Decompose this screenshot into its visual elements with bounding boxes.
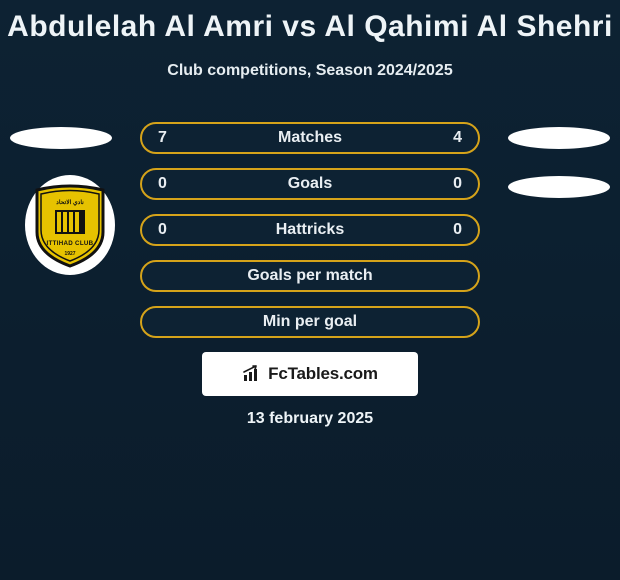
stat-label: Min per goal: [198, 313, 422, 331]
stat-label: Matches: [198, 129, 422, 147]
player-right-ellipse-1: [508, 127, 610, 149]
fctables-watermark: FcTables.com: [202, 352, 418, 396]
comparison-card: Abdulelah Al Amri vs Al Qahimi Al Shehri…: [0, 0, 620, 580]
stat-row: 7Matches4: [140, 122, 480, 154]
stat-label: Hattricks: [198, 221, 422, 239]
bar-chart-icon: [242, 365, 264, 383]
club-badge-left: نادي الاتحاد ITTIHAD CLUB 1927: [25, 175, 115, 275]
stat-row: 0Goals0: [140, 168, 480, 200]
watermark-text: FcTables.com: [268, 364, 378, 384]
stat-label: Goals per match: [198, 267, 422, 285]
subtitle: Club competitions, Season 2024/2025: [0, 62, 620, 80]
stat-right-value: 0: [422, 221, 462, 239]
stat-row: Goals per match: [140, 260, 480, 292]
ittihad-shield-icon: نادي الاتحاد ITTIHAD CLUB 1927: [33, 182, 107, 268]
badge-year-text: 1927: [64, 251, 75, 257]
page-title: Abdulelah Al Amri vs Al Qahimi Al Shehri: [0, 0, 620, 44]
stat-left-value: 0: [158, 175, 198, 193]
date-label: 13 february 2025: [0, 410, 620, 428]
stat-right-value: 0: [422, 175, 462, 193]
badge-arabic-text: نادي الاتحاد: [56, 199, 84, 206]
player-right-ellipse-2: [508, 176, 610, 198]
stats-rows: 7Matches40Goals00Hattricks0Goals per mat…: [140, 122, 480, 352]
player-left-ellipse: [10, 127, 112, 149]
stat-row: 0Hattricks0: [140, 214, 480, 246]
badge-club-text: ITTIHAD CLUB: [47, 240, 94, 247]
stat-left-value: 0: [158, 221, 198, 239]
stat-label: Goals: [198, 175, 422, 193]
stat-right-value: 4: [422, 129, 462, 147]
stat-row: Min per goal: [140, 306, 480, 338]
stat-left-value: 7: [158, 129, 198, 147]
